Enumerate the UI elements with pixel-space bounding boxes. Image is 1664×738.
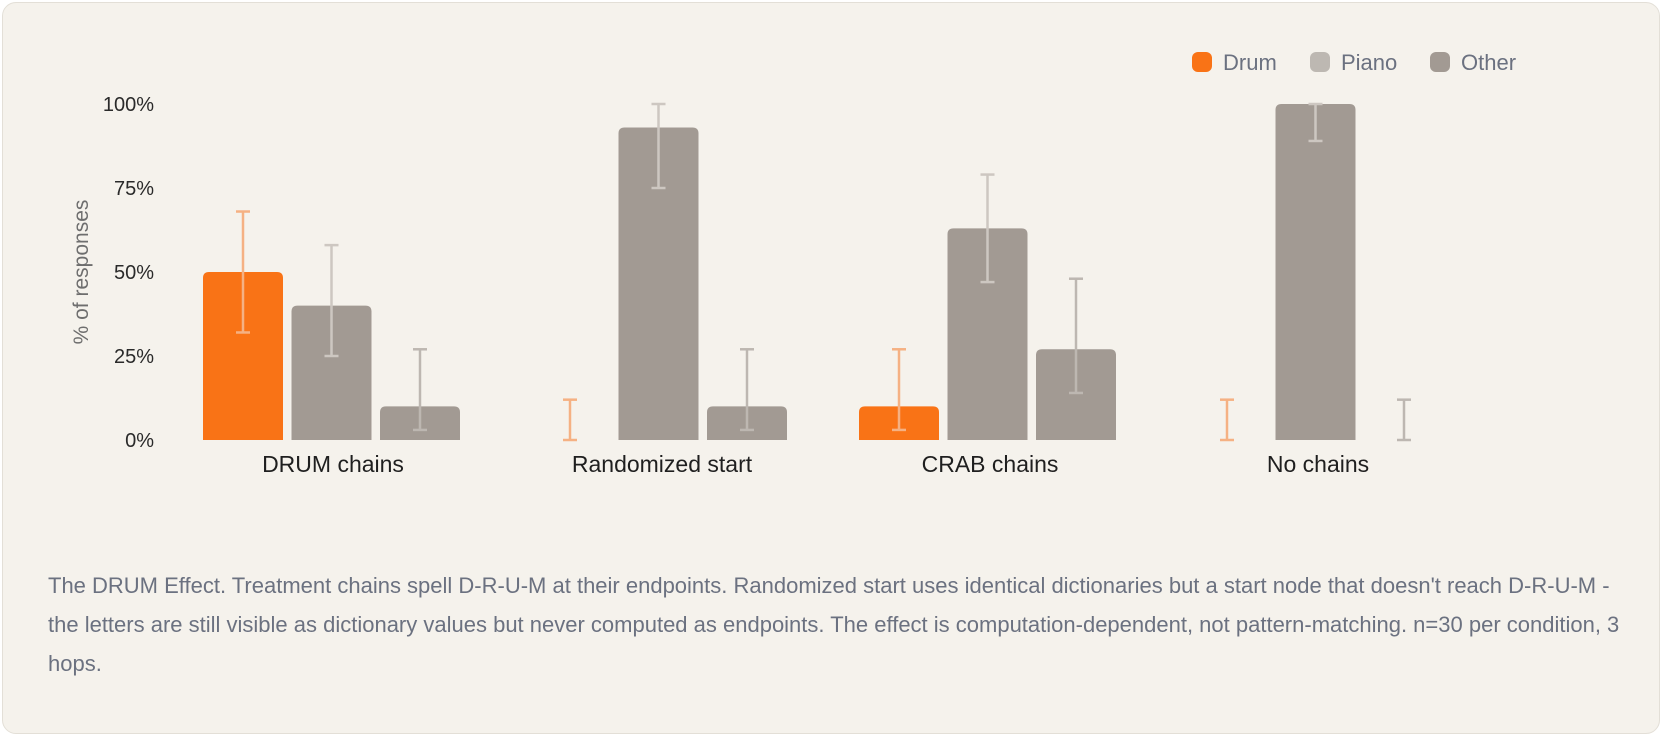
legend-label-drum: Drum bbox=[1223, 50, 1277, 75]
bar-piano bbox=[1275, 104, 1356, 440]
x-category-label: No chains bbox=[1267, 451, 1369, 477]
legend-label-other: Other bbox=[1461, 50, 1516, 75]
y-tick-label: 0% bbox=[125, 430, 154, 452]
x-category-label: DRUM chains bbox=[262, 451, 404, 477]
bar-piano bbox=[947, 228, 1028, 440]
legend-swatch-other bbox=[1430, 52, 1450, 72]
bar-piano bbox=[291, 305, 372, 440]
y-tick-label: 75% bbox=[114, 178, 154, 200]
bar-chart: 0% 25% 50% 75% 100% % of responses DRUM chains… bbox=[70, 50, 1516, 477]
legend-swatch-drum bbox=[1192, 52, 1212, 72]
chart-caption: The DRUM Effect. Treatment chains spell … bbox=[48, 573, 1620, 676]
legend-swatch-piano bbox=[1310, 52, 1330, 72]
bar-drum bbox=[203, 272, 283, 440]
x-category-label: CRAB chains bbox=[922, 451, 1059, 477]
y-tick-label: 100% bbox=[103, 94, 154, 116]
y-tick-label: 50% bbox=[114, 262, 154, 284]
bar-piano bbox=[618, 127, 699, 441]
legend-label-piano: Piano bbox=[1341, 50, 1397, 75]
y-tick-label: 25% bbox=[114, 346, 154, 368]
y-axis-label: % of responses bbox=[70, 200, 93, 345]
x-category-label: Randomized start bbox=[572, 451, 753, 477]
bar-other bbox=[1036, 349, 1116, 440]
